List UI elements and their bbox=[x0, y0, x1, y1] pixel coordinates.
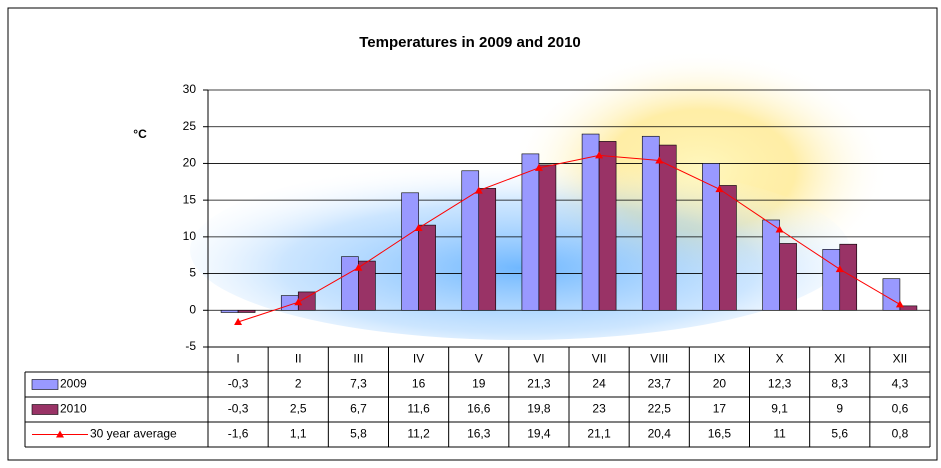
table-value: 16,3 bbox=[467, 427, 491, 441]
legend-swatch bbox=[32, 380, 58, 390]
table-value: 9,1 bbox=[771, 402, 788, 416]
table-value: 1,1 bbox=[290, 427, 307, 441]
bar bbox=[419, 225, 436, 310]
table-value: 11 bbox=[773, 427, 786, 441]
table-value: 19,4 bbox=[527, 427, 551, 441]
table-value: 2 bbox=[295, 377, 302, 391]
x-tick-label: VII bbox=[592, 352, 607, 366]
table-value: 9 bbox=[836, 402, 843, 416]
x-tick-label: VI bbox=[533, 352, 544, 366]
table-value: 6,7 bbox=[350, 402, 367, 416]
bar bbox=[719, 185, 736, 310]
x-tick-label: IX bbox=[714, 352, 725, 366]
bar bbox=[479, 188, 496, 310]
y-tick-label: 20 bbox=[183, 156, 197, 170]
table-value: 19 bbox=[472, 377, 486, 391]
y-tick-label: 15 bbox=[183, 192, 197, 206]
table-value: 5,6 bbox=[831, 427, 848, 441]
x-tick-label: II bbox=[295, 352, 302, 366]
y-tick-label: 5 bbox=[189, 266, 196, 280]
y-tick-label: 30 bbox=[183, 82, 197, 96]
x-tick-label: V bbox=[475, 352, 483, 366]
table-value: 2,5 bbox=[290, 402, 307, 416]
table-value: 21,1 bbox=[587, 427, 611, 441]
table-value: 23,7 bbox=[648, 377, 672, 391]
x-tick-label: VIII bbox=[650, 352, 668, 366]
legend-label: 2010 bbox=[60, 402, 87, 416]
table-value: 0,8 bbox=[892, 427, 909, 441]
table-value: -0,3 bbox=[228, 402, 249, 416]
x-tick-label: III bbox=[353, 352, 363, 366]
y-axis-label: °C bbox=[133, 127, 147, 141]
table-value: 22,5 bbox=[648, 402, 672, 416]
bar bbox=[221, 310, 238, 312]
background-sky bbox=[190, 160, 850, 340]
bar bbox=[659, 145, 676, 310]
table-value: -1,6 bbox=[228, 427, 249, 441]
table-value: 17 bbox=[713, 402, 727, 416]
table-value: 11,2 bbox=[407, 427, 430, 441]
bar bbox=[402, 193, 419, 310]
legend-swatch bbox=[32, 405, 58, 415]
bar bbox=[823, 249, 840, 310]
legend-label: 30 year average bbox=[90, 427, 177, 441]
table-value: 11,6 bbox=[407, 402, 430, 416]
y-tick-label: 0 bbox=[189, 302, 196, 316]
x-tick-label: IV bbox=[413, 352, 424, 366]
table-value: 16,5 bbox=[708, 427, 732, 441]
table-value: 12,3 bbox=[768, 377, 792, 391]
bar bbox=[780, 243, 797, 310]
y-tick-label: 10 bbox=[183, 229, 197, 243]
bar bbox=[238, 310, 255, 312]
table-value: 7,3 bbox=[350, 377, 367, 391]
x-tick-label: XI bbox=[834, 352, 845, 366]
table-value: 20 bbox=[713, 377, 727, 391]
table-value: 19,8 bbox=[527, 402, 551, 416]
y-tick-label: -5 bbox=[185, 339, 196, 353]
table-value: 4,3 bbox=[892, 377, 909, 391]
table-value: 20,4 bbox=[648, 427, 672, 441]
chart: Temperatures in 2009 and 2010 °C -5 0 5 10 1… bbox=[0, 0, 941, 463]
x-tick-label: XII bbox=[893, 352, 908, 366]
table-value: -0,3 bbox=[228, 377, 249, 391]
table-value: 21,3 bbox=[527, 377, 551, 391]
table-value: 24 bbox=[592, 377, 606, 391]
table-value: 0,6 bbox=[892, 402, 909, 416]
bar bbox=[599, 141, 616, 310]
bar bbox=[539, 165, 556, 310]
table-value: 23 bbox=[592, 402, 606, 416]
x-tick-label: I bbox=[236, 352, 239, 366]
table-value: 16 bbox=[412, 377, 426, 391]
bar bbox=[341, 257, 358, 311]
bar bbox=[763, 220, 780, 310]
bar bbox=[522, 154, 539, 310]
y-tick-label: 25 bbox=[183, 119, 197, 133]
table-value: 16,6 bbox=[467, 402, 491, 416]
table-value: 5,8 bbox=[350, 427, 367, 441]
bar bbox=[582, 134, 599, 310]
legend-label: 2009 bbox=[60, 377, 87, 391]
table-value: 8,3 bbox=[831, 377, 848, 391]
chart-title: Temperatures in 2009 and 2010 bbox=[359, 34, 581, 51]
x-tick-label: X bbox=[776, 352, 784, 366]
